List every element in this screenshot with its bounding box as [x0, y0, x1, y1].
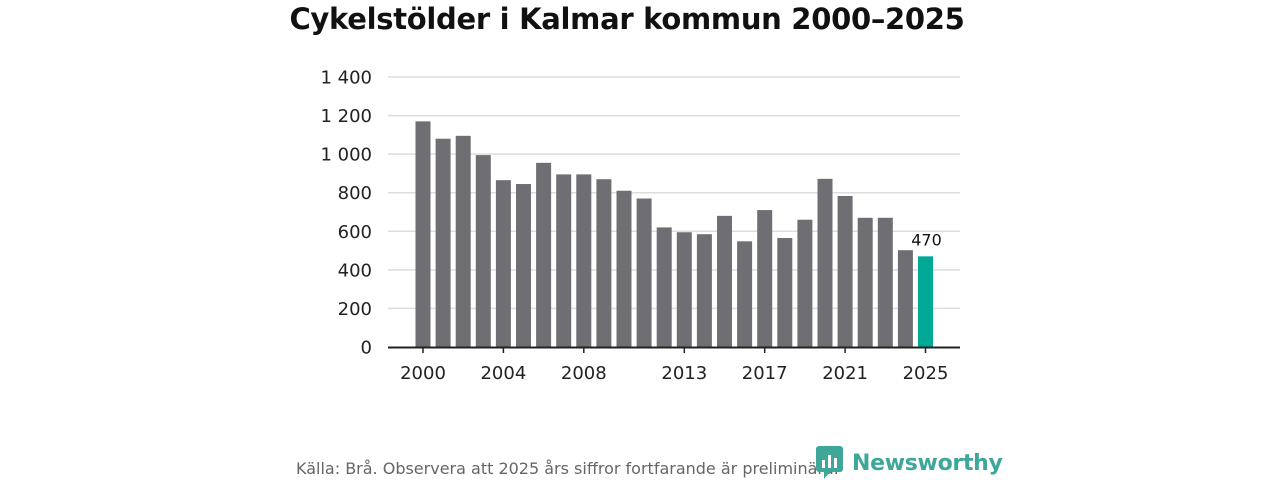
y-tick-label: 400	[338, 260, 372, 281]
source-note: Källa: Brå. Observera att 2025 års siffr…	[296, 459, 839, 478]
bar	[495, 180, 511, 347]
bar	[717, 215, 732, 347]
x-tick-label: 2021	[822, 363, 868, 384]
y-tick-label: 1 200	[320, 106, 372, 127]
y-tick-label: 200	[338, 299, 372, 320]
bar	[877, 217, 893, 347]
bar	[696, 234, 712, 347]
bar	[897, 250, 913, 347]
x-tick-label: 2025	[903, 363, 949, 384]
y-tick-label: 0	[361, 338, 372, 359]
x-tick-label: 2004	[480, 363, 526, 384]
bar	[797, 219, 813, 347]
bar	[415, 121, 431, 347]
bar	[536, 162, 552, 347]
bar	[777, 238, 793, 347]
y-tick-label: 600	[338, 222, 372, 243]
bar	[757, 210, 773, 347]
bar	[576, 174, 592, 347]
bar	[516, 184, 531, 347]
bar	[676, 232, 692, 347]
x-tick-label: 2000	[400, 363, 446, 384]
y-tick-label: 1 000	[320, 145, 372, 166]
x-tick-label: 2013	[661, 363, 707, 384]
bar	[656, 227, 672, 347]
bar-value-label: 470	[911, 230, 942, 249]
chart-title: Cykelstölder i Kalmar kommun 2000–2025	[289, 2, 965, 36]
y-tick-label: 1 400	[320, 68, 372, 89]
bar	[636, 198, 652, 347]
bar	[857, 217, 873, 347]
x-tick-label: 2017	[742, 363, 788, 384]
bar	[737, 241, 753, 347]
bar	[837, 195, 853, 347]
x-tick-label: 2008	[561, 363, 607, 384]
bar	[475, 155, 491, 347]
y-tick-label: 800	[338, 183, 372, 204]
bar	[596, 179, 612, 347]
bar	[616, 190, 632, 347]
bar	[556, 174, 572, 347]
brand-logo: Newsworthy	[816, 446, 1003, 480]
brand-name: Newsworthy	[852, 450, 1003, 476]
bar	[817, 178, 833, 347]
bar	[435, 138, 451, 347]
bar	[455, 135, 471, 347]
bar-chart-badge-icon	[816, 446, 843, 479]
bar-highlight	[918, 256, 933, 347]
